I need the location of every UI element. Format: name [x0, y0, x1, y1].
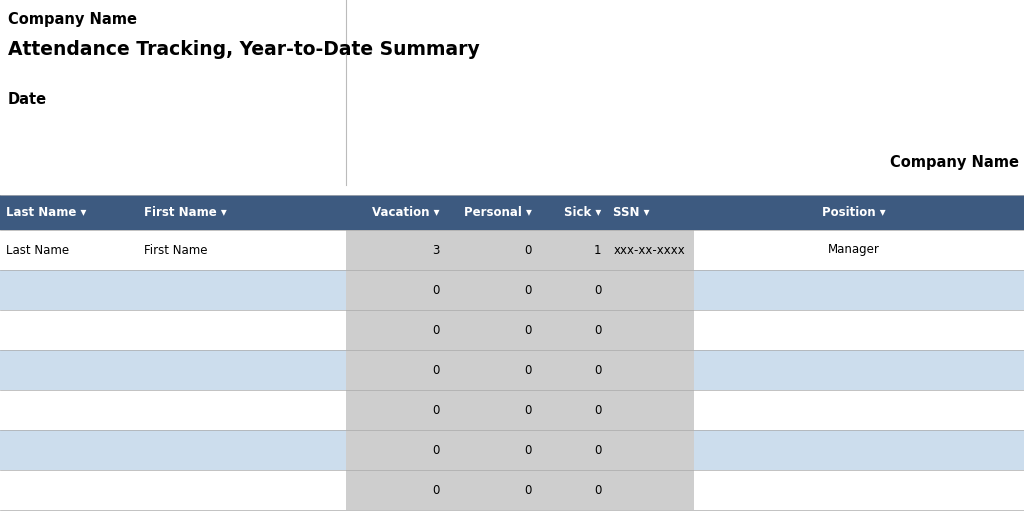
Bar: [694, 310, 1024, 350]
Bar: [346, 430, 694, 470]
Text: xxx-xx-xxxx: xxx-xx-xxxx: [613, 244, 685, 257]
Text: Company Name: Company Name: [8, 12, 137, 27]
Text: First Name: First Name: [144, 244, 208, 257]
Text: 0: 0: [594, 323, 601, 337]
Text: 0: 0: [594, 404, 601, 416]
Text: 0: 0: [524, 244, 531, 257]
Bar: [694, 270, 1024, 310]
Bar: [694, 230, 1024, 270]
Text: Company Name: Company Name: [890, 155, 1019, 170]
Bar: [0, 270, 346, 310]
Text: 0: 0: [594, 484, 601, 497]
Text: Position ▾: Position ▾: [821, 206, 886, 219]
Bar: [694, 350, 1024, 390]
Text: First Name ▾: First Name ▾: [144, 206, 227, 219]
Bar: [346, 270, 694, 310]
Text: 0: 0: [524, 404, 531, 416]
Bar: [0, 350, 346, 390]
Text: 0: 0: [432, 444, 439, 457]
Text: 0: 0: [432, 363, 439, 376]
Text: SSN ▾: SSN ▾: [613, 206, 650, 219]
Bar: [0, 470, 346, 510]
Text: 0: 0: [594, 284, 601, 297]
Bar: [0, 310, 346, 350]
Bar: [694, 470, 1024, 510]
Bar: [0, 230, 346, 270]
Text: 1: 1: [594, 244, 601, 257]
Text: 0: 0: [524, 444, 531, 457]
Text: Sick ▾: Sick ▾: [564, 206, 601, 219]
Text: Attendance Tracking, Year-to-Date Summary: Attendance Tracking, Year-to-Date Summar…: [8, 40, 480, 59]
Bar: [694, 430, 1024, 470]
Bar: [346, 390, 694, 430]
Bar: [346, 230, 694, 270]
Text: 0: 0: [432, 484, 439, 497]
Text: 0: 0: [594, 444, 601, 457]
Bar: [0, 390, 346, 430]
Bar: [346, 350, 694, 390]
Bar: [346, 470, 694, 510]
Text: Last Name: Last Name: [6, 244, 70, 257]
Text: 0: 0: [524, 363, 531, 376]
Bar: [346, 310, 694, 350]
Text: 0: 0: [524, 323, 531, 337]
Text: Last Name ▾: Last Name ▾: [6, 206, 86, 219]
Text: 3: 3: [432, 244, 439, 257]
Text: 0: 0: [432, 323, 439, 337]
Bar: [0, 195, 1024, 230]
Text: 0: 0: [432, 284, 439, 297]
Text: Manager: Manager: [827, 244, 880, 257]
Bar: [694, 390, 1024, 430]
Text: Personal ▾: Personal ▾: [464, 206, 531, 219]
Text: 0: 0: [524, 484, 531, 497]
Bar: [0, 430, 346, 470]
Text: 0: 0: [432, 404, 439, 416]
Text: Date: Date: [8, 92, 47, 107]
Text: Vacation ▾: Vacation ▾: [372, 206, 439, 219]
Text: 0: 0: [524, 284, 531, 297]
Text: 0: 0: [594, 363, 601, 376]
